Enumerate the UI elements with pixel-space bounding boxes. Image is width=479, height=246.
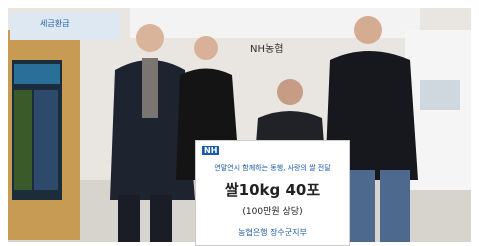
photo: 세금환급 NH농협 NH 연말연시 함께하는 동행, 사랑의 쌀 전달 쌀10k…	[0, 0, 479, 246]
headline: 연말연시 함께하는 동행, 사랑의 쌀 전달	[196, 163, 349, 173]
screen-panel	[14, 90, 32, 190]
footer: 농협은행 장수군지부	[196, 227, 349, 238]
sub-text: (100만원 상당)	[196, 204, 349, 217]
leg	[150, 195, 172, 242]
wall-sign: NH농협	[250, 40, 283, 55]
banner-text: 세금환급	[40, 18, 69, 29]
head	[194, 36, 218, 60]
leg	[118, 195, 140, 242]
screen-panel	[34, 90, 58, 190]
main-text: 쌀10kg 40포	[196, 179, 349, 200]
head	[354, 16, 382, 44]
logo: NH	[202, 146, 219, 155]
jeans	[380, 170, 410, 242]
monitor	[420, 80, 460, 110]
donation-sign: NH 연말연시 함께하는 동행, 사랑의 쌀 전달 쌀10kg 40포 (100…	[195, 140, 350, 246]
screen-header	[14, 64, 60, 84]
sweater	[142, 58, 158, 118]
head	[136, 24, 164, 52]
head	[277, 79, 303, 105]
